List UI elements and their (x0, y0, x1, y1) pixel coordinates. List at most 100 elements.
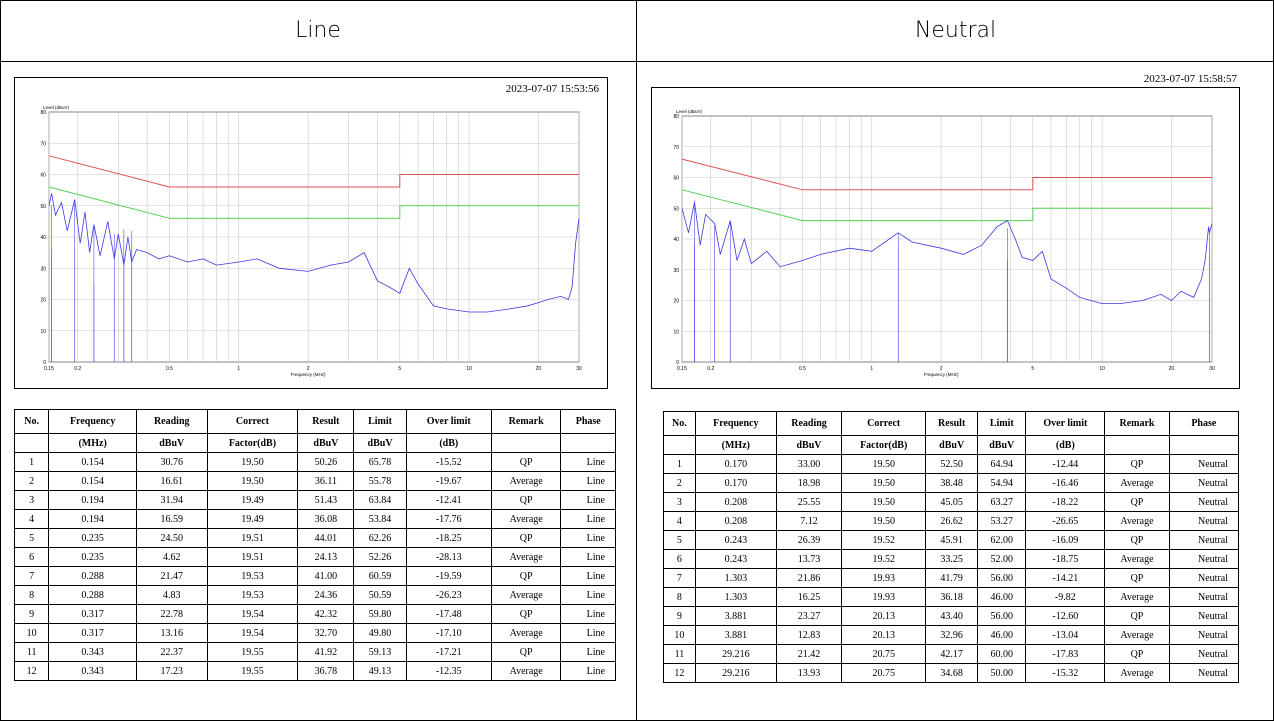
table-cell: 19.50 (841, 454, 927, 474)
table-cell: -16.46 (1025, 473, 1106, 493)
column-header: Limit (353, 409, 407, 434)
table-cell: QP (1104, 568, 1170, 588)
table-cell: 50.00 (977, 663, 1027, 683)
average-limit-line (681, 189, 1212, 222)
table-row: 3 0.194 31.94 19.49 51.43 63.84 -12.41 QP Line (13, 490, 616, 510)
table-cell: 4 (663, 511, 696, 531)
x-tick-label: 1 (237, 366, 240, 372)
table-cell: 19.51 (206, 528, 299, 548)
table-cell: Average (490, 585, 562, 605)
table-cell: 5 (663, 530, 696, 550)
table-cell: 17.23 (135, 661, 208, 681)
column-header: Correct (841, 411, 927, 436)
y-tick-label: 0 (676, 360, 679, 366)
table-cell: Neutral (1168, 625, 1240, 645)
column-header: No. (663, 411, 696, 436)
table-cell: -17.10 (405, 623, 492, 643)
table-cell: -12.35 (405, 661, 492, 681)
y-axis-label: Level (dBuV) (43, 105, 70, 110)
table-cell: QP (1104, 644, 1170, 664)
table-cell: 0.235 (48, 528, 137, 548)
table-cell: 10 (663, 625, 696, 645)
table-cell: Line (560, 566, 616, 586)
table-cell: 30.76 (135, 452, 208, 472)
column-header: Over limit (405, 409, 492, 434)
table-cell: QP (490, 642, 562, 662)
table-cell: 8 (663, 587, 696, 607)
x-tick-label: 20 (1169, 366, 1175, 372)
table-cell: 19.54 (206, 604, 299, 624)
table-cell: 4.62 (135, 547, 208, 567)
table-cell: 62.26 (353, 528, 407, 548)
table-cell: 0.194 (48, 490, 137, 510)
table-row: 1 0.170 33.00 19.50 52.50 64.94 -12.44 QP Neutra… (663, 454, 1240, 474)
table-cell: 11 (663, 644, 696, 664)
table-row: 3 0.208 25.55 19.50 45.05 63.27 -18.22 QP Neutra… (663, 492, 1240, 512)
table-cell: 11 (13, 642, 50, 662)
neutral-timestamp: 2023-07-07 15:58:57 (1143, 73, 1237, 85)
table-cell: 0.243 (694, 530, 777, 550)
table-cell: 4 (13, 509, 50, 529)
y-tick-label: 20 (673, 299, 679, 305)
y-tick-label: 10 (673, 329, 679, 335)
table-cell: 41.79 (925, 568, 979, 588)
table-cell: 12 (13, 661, 50, 681)
table-cell: Average (1104, 511, 1170, 531)
column-divider (636, 0, 637, 721)
column-header (490, 433, 562, 453)
table-row: 8 0.288 4.83 19.53 24.36 50.59 -26.23 Average Li… (13, 585, 616, 605)
table-cell: 49.80 (353, 623, 407, 643)
y-tick-label: 30 (40, 266, 46, 272)
column-header: dBuV (297, 433, 355, 453)
table-cell: QP (490, 566, 562, 586)
table-cell: 54.94 (977, 473, 1027, 493)
table-cell: 3.881 (694, 606, 777, 626)
table-cell: Average (490, 623, 562, 643)
table-cell: 33.00 (775, 454, 843, 474)
table-cell: Neutral (1168, 644, 1240, 664)
table-row: 12 29.216 13.93 20.75 34.68 50.00 -15.32 Averag… (663, 663, 1240, 683)
table-cell: -12.60 (1025, 606, 1106, 626)
table-header-row: (MHz) dBuV Factor(dB) dBuV dBuV (dB) (13, 433, 616, 453)
neutral-header: Neutral (914, 18, 997, 43)
table-cell: Line (560, 604, 616, 624)
table-cell: 51.43 (297, 490, 355, 510)
table-cell: 19.50 (841, 492, 927, 512)
qp-limit-line (681, 158, 1212, 191)
y-tick-label: 10 (40, 329, 46, 335)
table-row: 9 3.881 23.27 20.13 43.40 56.00 -12.60 QP Neutra… (663, 606, 1240, 626)
column-header: Result (925, 411, 979, 436)
table-cell: 0.343 (48, 642, 137, 662)
line-results-table: No. Frequency Reading Correct Result Limit Ove… (13, 409, 616, 681)
table-cell: 56.00 (977, 606, 1027, 626)
table-cell: -26.65 (1025, 511, 1106, 531)
table-cell: 1.303 (694, 568, 777, 588)
table-cell: 32.70 (297, 623, 355, 643)
column-header: dBuV (775, 435, 843, 455)
table-cell: 18.98 (775, 473, 843, 493)
table-cell: 9 (13, 604, 50, 624)
table-cell: Average (1104, 473, 1170, 493)
table-cell: 65.78 (353, 452, 407, 472)
x-tick-label: 0.2 (707, 366, 714, 372)
table-cell: 1 (13, 452, 50, 472)
column-header: (MHz) (694, 435, 777, 455)
column-header (1104, 435, 1170, 455)
column-header: Limit (977, 411, 1027, 436)
table-row: 1 0.154 30.76 19.50 50.26 65.78 -15.52 QP Line (13, 452, 616, 472)
table-cell: 36.11 (297, 471, 355, 491)
table-cell: 21.47 (135, 566, 208, 586)
table-cell: 0.317 (48, 604, 137, 624)
table-cell: Neutral (1168, 549, 1240, 569)
table-cell: Line (560, 585, 616, 605)
table-cell: Average (490, 471, 562, 491)
table-cell: 53.27 (977, 511, 1027, 531)
table-cell: 24.13 (297, 547, 355, 567)
table-cell: 60.59 (353, 566, 407, 586)
table-cell: Average (1104, 663, 1170, 683)
table-cell: 19.50 (841, 511, 927, 531)
table-cell: -15.52 (405, 452, 492, 472)
table-header-row: No. Frequency Reading Correct Result Limit Ove… (13, 409, 616, 434)
x-tick-label: 20 (536, 366, 542, 372)
table-row: 9 0.317 22.78 19.54 42.32 59.80 -17.48 QP Line (13, 604, 616, 624)
